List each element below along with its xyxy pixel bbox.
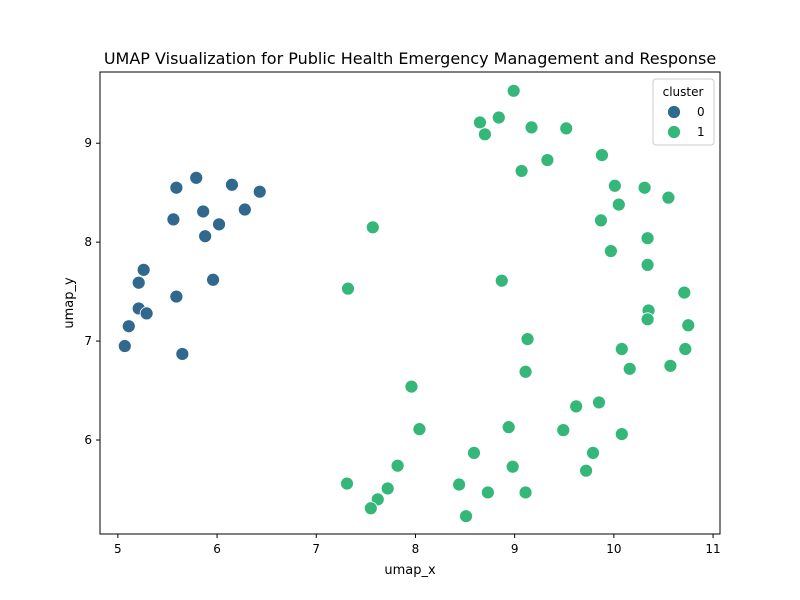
legend-label-cluster-0: 0 bbox=[697, 105, 705, 119]
y-tick-label-2: 8 bbox=[84, 235, 92, 249]
legend: cluster 0 1 bbox=[652, 78, 715, 146]
point-cluster-0-17 bbox=[175, 347, 190, 361]
point-cluster-1-29 bbox=[518, 364, 533, 379]
legend-title: cluster bbox=[663, 85, 704, 99]
point-cluster-0-1 bbox=[189, 170, 204, 185]
point-cluster-1-30 bbox=[404, 379, 419, 394]
point-cluster-0-7 bbox=[212, 217, 226, 232]
y-tick-label-1: 7 bbox=[84, 334, 92, 348]
legend-marker-cluster-1 bbox=[667, 125, 681, 139]
point-cluster-1-34 bbox=[501, 420, 516, 435]
x-axis: 5 6 7 8 9 10 11 bbox=[114, 534, 721, 556]
point-cluster-1-41 bbox=[579, 463, 593, 478]
point-cluster-0-12 bbox=[169, 289, 184, 304]
x-axis-label: umap_x bbox=[384, 563, 436, 578]
point-cluster-0-5 bbox=[196, 204, 211, 219]
point-cluster-1-27 bbox=[663, 358, 678, 373]
point-cluster-1-15 bbox=[603, 244, 618, 258]
point-cluster-1-28 bbox=[622, 361, 637, 376]
point-cluster-1-24 bbox=[520, 332, 535, 347]
points-layer bbox=[117, 83, 696, 524]
x-tick-label-2: 7 bbox=[312, 542, 320, 556]
point-cluster-0-6 bbox=[237, 202, 252, 217]
point-cluster-1-43 bbox=[380, 481, 395, 496]
point-cluster-1-39 bbox=[390, 458, 405, 473]
point-cluster-1-7 bbox=[514, 164, 529, 178]
y-axis-label: umap_y bbox=[62, 277, 77, 329]
point-cluster-1-47 bbox=[518, 485, 533, 500]
point-cluster-1-1 bbox=[473, 115, 487, 130]
x-tick-label-1: 6 bbox=[213, 542, 221, 556]
point-cluster-1-12 bbox=[611, 197, 626, 212]
point-cluster-0-8 bbox=[198, 229, 213, 244]
point-cluster-1-14 bbox=[640, 231, 655, 246]
x-tick-label-5: 10 bbox=[606, 542, 621, 556]
x-tick-label-4: 9 bbox=[511, 542, 519, 556]
y-axis: 6 7 8 9 bbox=[84, 136, 100, 447]
point-cluster-1-10 bbox=[637, 180, 652, 195]
point-cluster-0-10 bbox=[206, 272, 220, 287]
point-cluster-1-42 bbox=[340, 476, 354, 491]
point-cluster-0-15 bbox=[121, 319, 136, 334]
point-cluster-1-8 bbox=[595, 148, 609, 163]
legend-marker-cluster-0 bbox=[667, 105, 681, 119]
point-cluster-1-46 bbox=[480, 485, 495, 500]
chart-title: UMAP Visualization for Public Health Eme… bbox=[104, 49, 716, 68]
point-cluster-1-36 bbox=[614, 427, 629, 441]
point-cluster-1-5 bbox=[559, 121, 574, 136]
y-tick-label-0: 6 bbox=[84, 433, 92, 447]
point-cluster-0-4 bbox=[166, 212, 181, 227]
point-cluster-0-2 bbox=[225, 177, 239, 192]
point-cluster-1-26 bbox=[678, 342, 693, 356]
plot-frame bbox=[99, 71, 721, 535]
point-cluster-0-16 bbox=[117, 339, 132, 353]
point-cluster-0-0 bbox=[169, 180, 184, 195]
point-cluster-1-44 bbox=[452, 477, 467, 492]
point-cluster-1-13 bbox=[594, 213, 608, 228]
point-cluster-1-40 bbox=[505, 459, 520, 474]
point-cluster-1-33 bbox=[412, 422, 427, 437]
point-cluster-1-18 bbox=[341, 281, 355, 296]
point-cluster-1-37 bbox=[467, 445, 481, 460]
point-cluster-1-32 bbox=[592, 395, 606, 410]
point-cluster-1-9 bbox=[607, 178, 622, 193]
point-cluster-0-11 bbox=[131, 275, 146, 290]
point-cluster-1-48 bbox=[363, 501, 378, 516]
point-cluster-1-19 bbox=[494, 273, 509, 288]
point-cluster-1-3 bbox=[477, 127, 492, 142]
point-cluster-0-3 bbox=[252, 184, 267, 199]
point-cluster-1-35 bbox=[556, 423, 571, 438]
point-cluster-1-20 bbox=[677, 285, 692, 300]
point-cluster-1-38 bbox=[586, 445, 600, 460]
point-cluster-1-2 bbox=[491, 110, 506, 125]
point-cluster-1-31 bbox=[569, 399, 584, 414]
point-cluster-1-17 bbox=[365, 220, 380, 235]
point-cluster-1-23 bbox=[681, 318, 696, 333]
x-tick-label-0: 5 bbox=[114, 542, 122, 556]
point-cluster-1-0 bbox=[506, 83, 521, 98]
point-cluster-0-9 bbox=[136, 262, 151, 277]
legend-label-cluster-1: 1 bbox=[697, 125, 705, 139]
x-tick-label-6: 11 bbox=[705, 542, 720, 556]
point-cluster-1-49 bbox=[459, 509, 473, 524]
point-cluster-1-25 bbox=[614, 342, 629, 356]
point-cluster-1-22 bbox=[640, 312, 655, 327]
point-cluster-0-14 bbox=[139, 306, 154, 321]
x-tick-label-3: 8 bbox=[412, 542, 420, 556]
point-cluster-1-16 bbox=[640, 258, 655, 272]
point-cluster-1-4 bbox=[524, 120, 539, 135]
point-cluster-1-6 bbox=[540, 153, 555, 167]
point-cluster-1-11 bbox=[661, 190, 676, 205]
y-tick-label-3: 9 bbox=[84, 136, 92, 150]
